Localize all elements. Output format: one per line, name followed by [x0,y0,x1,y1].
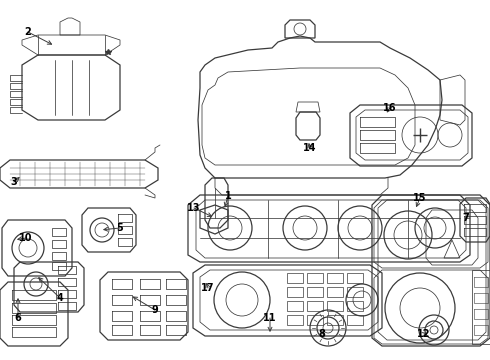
Text: 7: 7 [463,213,469,223]
Text: 17: 17 [201,283,215,293]
Text: 9: 9 [151,305,158,315]
Text: 2: 2 [24,27,31,37]
Text: 10: 10 [19,233,33,243]
Text: 1: 1 [224,191,231,201]
Text: 15: 15 [413,193,427,203]
Text: 3: 3 [11,177,17,187]
Text: 4: 4 [57,293,63,303]
Text: 16: 16 [383,103,397,113]
Text: 13: 13 [187,203,201,213]
Text: 12: 12 [417,329,431,339]
Text: 5: 5 [117,223,123,233]
Text: 8: 8 [318,329,325,339]
Text: 6: 6 [15,313,22,323]
Text: 14: 14 [303,143,317,153]
Text: 11: 11 [263,313,277,323]
